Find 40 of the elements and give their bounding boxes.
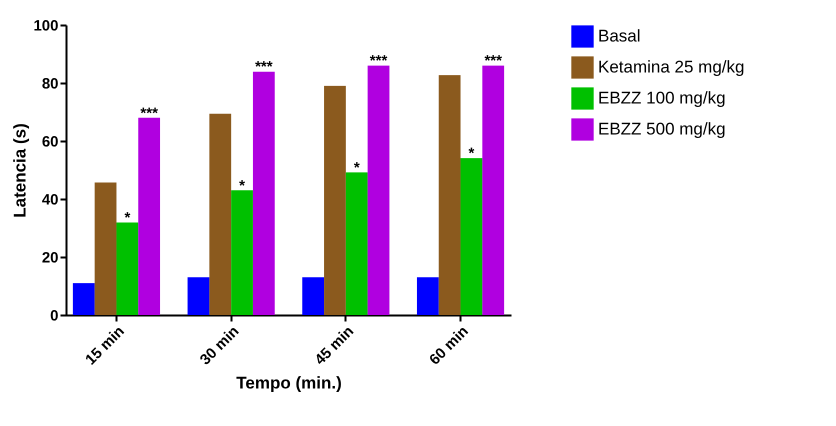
bar: [116, 222, 138, 315]
x-tick-label: 30 min: [196, 322, 242, 368]
data-label: *: [354, 159, 360, 176]
bar: [460, 158, 482, 315]
bar: [438, 75, 461, 315]
legend-label: EBZZ 100 mg/kg: [598, 88, 726, 108]
data-label: *: [239, 177, 246, 194]
data-label: ***: [255, 58, 273, 76]
x-axis-title: Tempo (min.): [236, 374, 342, 393]
bar: [302, 277, 324, 315]
x-tick-label: 15 min: [82, 322, 128, 368]
y-tick-label: 100: [33, 18, 58, 34]
bar: [252, 72, 275, 315]
bar: [482, 66, 504, 315]
bar: [72, 283, 95, 315]
x-tick-label: 60 min: [426, 322, 472, 368]
bar: [346, 172, 368, 315]
x-tick-label: 45 min: [312, 322, 358, 368]
bar: [188, 277, 210, 315]
data-label: *: [124, 209, 130, 226]
bar: [416, 277, 439, 315]
bar: [368, 66, 390, 315]
bar: [324, 86, 346, 315]
y-tick-label: 0: [50, 308, 58, 324]
legend-label: EBZZ 500 mg/kg: [598, 120, 726, 138]
legend-label: Ketamina 25 mg/kg: [598, 58, 744, 76]
data-label: *: [468, 145, 475, 162]
y-axis-title: Latencia (s): [10, 123, 30, 218]
bar: [138, 118, 160, 315]
legend-label: Basal: [598, 26, 641, 46]
data-label: ***: [370, 52, 388, 70]
y-tick-label: 80: [42, 76, 58, 92]
data-label: ***: [484, 52, 502, 70]
data-label: ***: [140, 104, 158, 122]
y-tick-label: 60: [42, 134, 58, 150]
bar: [94, 182, 116, 315]
bar: [209, 114, 232, 315]
bar: [231, 190, 253, 315]
y-tick-label: 40: [42, 192, 58, 208]
y-tick-label: 20: [42, 250, 58, 266]
